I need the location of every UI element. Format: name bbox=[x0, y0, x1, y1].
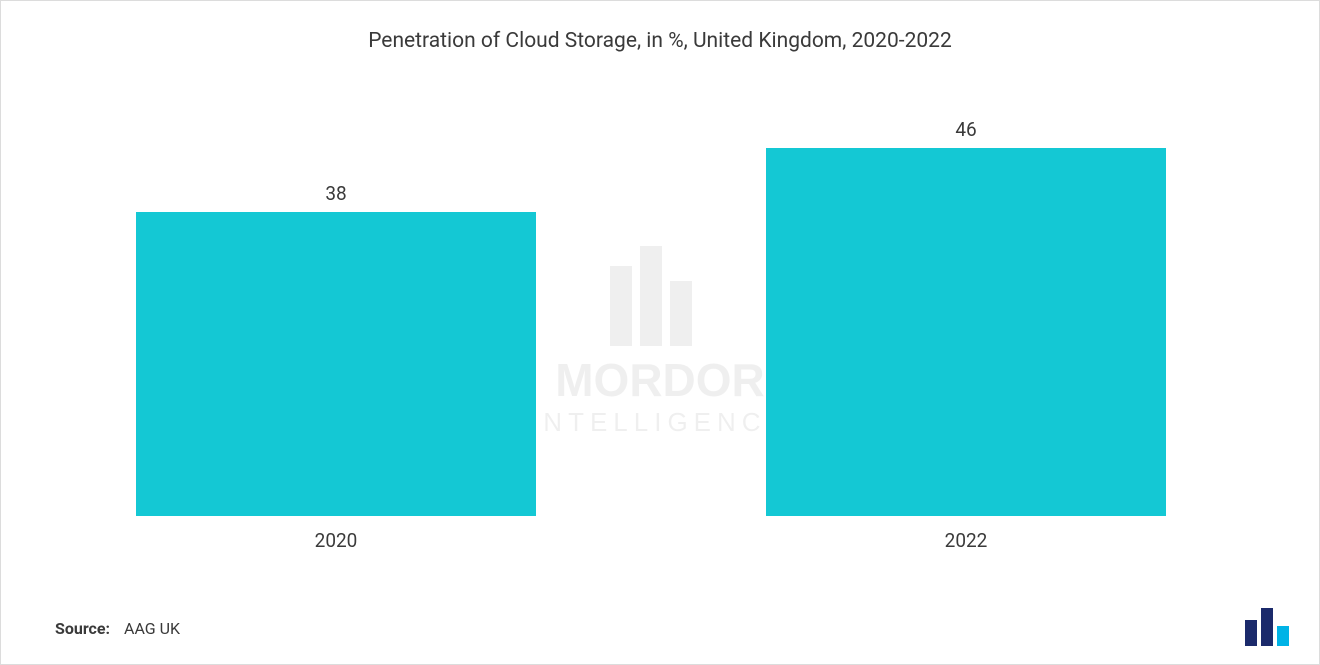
bar-group: 462022 bbox=[766, 148, 1166, 516]
brand-logo-icon bbox=[1241, 606, 1295, 646]
bar-value-label: 46 bbox=[766, 118, 1166, 141]
plot-area: 382020 462022 bbox=[126, 116, 1196, 516]
source-label: Source: bbox=[55, 619, 110, 638]
chart-title: Penetration of Cloud Storage, in %, Unit… bbox=[1, 1, 1319, 53]
bar-value-label: 38 bbox=[136, 182, 536, 205]
bar bbox=[766, 148, 1166, 516]
chart-container: Penetration of Cloud Storage, in %, Unit… bbox=[0, 0, 1320, 665]
bar bbox=[136, 212, 536, 516]
source-row: Source: AAG UK bbox=[55, 619, 180, 638]
bar-group: 382020 bbox=[136, 212, 536, 516]
bar-category-label: 2022 bbox=[766, 529, 1166, 552]
bar-category-label: 2020 bbox=[136, 529, 536, 552]
source-text: AAG UK bbox=[124, 619, 180, 638]
